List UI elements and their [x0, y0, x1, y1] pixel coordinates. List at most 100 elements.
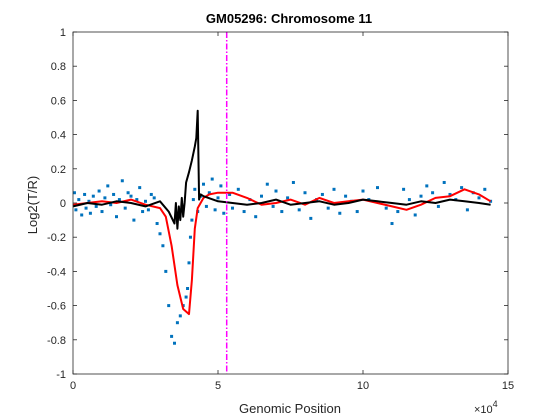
- data-point: [413, 213, 417, 217]
- data-point: [338, 211, 342, 215]
- data-point: [419, 194, 423, 198]
- data-point: [242, 210, 246, 214]
- data-point: [129, 194, 133, 198]
- y-tick-label: 0.2: [51, 164, 66, 176]
- y-tick-label: 0.4: [51, 130, 66, 142]
- data-point: [265, 182, 269, 186]
- data-point: [332, 187, 336, 191]
- data-point: [390, 222, 394, 226]
- data-point: [291, 180, 295, 184]
- x-tick-label: 15: [502, 380, 514, 392]
- axes: 0 5 10 15 -1 -0.8 -0.6 -0.4 -0.2 0 0.2 0.4 0.6 0.8 1: [47, 27, 514, 392]
- data-point: [146, 208, 150, 212]
- data-point: [326, 206, 330, 210]
- data-point: [344, 194, 348, 198]
- data-point: [376, 186, 379, 190]
- data-point: [384, 206, 388, 210]
- data-point: [222, 211, 226, 215]
- data-point: [123, 206, 127, 210]
- x-exponent-power: 4: [493, 399, 498, 409]
- y-tick-label: 0: [60, 198, 66, 210]
- x-exponent-base: ×10: [474, 404, 493, 416]
- x-tick-label: 5: [215, 380, 221, 392]
- data-point: [193, 187, 197, 191]
- y-tick-label: 0.8: [51, 61, 66, 73]
- data-point: [231, 206, 234, 210]
- data-point: [138, 186, 142, 190]
- chart-title: GM05296: Chromosome 11: [206, 11, 372, 26]
- data-point: [465, 208, 469, 212]
- data-point: [106, 184, 110, 188]
- data-point: [97, 189, 101, 193]
- data-point: [236, 187, 240, 191]
- data-point: [120, 179, 124, 183]
- data-point: [74, 208, 78, 212]
- data-point: [144, 199, 147, 203]
- data-point: [260, 194, 263, 198]
- data-point: [460, 186, 464, 190]
- data-point: [173, 341, 176, 345]
- data-point: [112, 192, 116, 196]
- data-point: [190, 218, 194, 222]
- data-point: [87, 199, 91, 203]
- data-point: [94, 204, 98, 208]
- data-point: [442, 180, 446, 184]
- data-point: [274, 189, 278, 193]
- data-point: [309, 216, 313, 220]
- data-point: [155, 222, 159, 226]
- data-point: [141, 210, 145, 214]
- x-tick-label: 10: [357, 380, 369, 392]
- data-point: [191, 198, 195, 202]
- x-axis-title: Genomic Position: [239, 401, 341, 416]
- data-point: [188, 235, 192, 239]
- y-axis-title: Log2(T/R): [25, 176, 40, 235]
- data-point: [152, 196, 156, 200]
- data-point: [187, 261, 191, 265]
- data-point: [77, 198, 81, 202]
- data-point: [216, 196, 220, 200]
- data-point: [219, 184, 223, 188]
- data-point: [167, 304, 171, 308]
- data-point: [80, 213, 84, 217]
- data-point: [483, 187, 487, 191]
- segment-line: [72, 109, 491, 230]
- data-point: [184, 295, 188, 299]
- y-tick-label: -0.2: [47, 232, 66, 244]
- data-point: [170, 334, 174, 338]
- data-point: [149, 192, 153, 196]
- x-tick-label: 0: [70, 380, 76, 392]
- data-point: [297, 208, 301, 212]
- data-point: [109, 203, 113, 207]
- data-point: [213, 208, 217, 212]
- data-point: [286, 196, 290, 200]
- data-point: [228, 192, 232, 196]
- data-point: [117, 198, 121, 202]
- data-point: [72, 191, 76, 195]
- y-tick-label: 0.6: [51, 95, 66, 107]
- data-point: [355, 210, 359, 214]
- data-point: [91, 194, 95, 198]
- y-tick-label: -1: [56, 369, 66, 381]
- data-point: [103, 196, 107, 200]
- data-point: [280, 210, 284, 214]
- data-point: [126, 191, 130, 195]
- y-tick-label: -0.8: [47, 335, 66, 347]
- data-point: [407, 198, 411, 202]
- data-point: [161, 244, 165, 248]
- data-point: [361, 189, 365, 193]
- data-point: [396, 210, 400, 214]
- data-point: [135, 198, 139, 202]
- data-point: [210, 177, 214, 181]
- data-point: [158, 232, 162, 236]
- data-point: [477, 196, 481, 200]
- data-point: [431, 191, 435, 195]
- data-point: [202, 182, 205, 186]
- data-point: [207, 191, 211, 195]
- data-point: [186, 287, 190, 290]
- data-point: [254, 215, 258, 219]
- data-point: [164, 269, 168, 273]
- data-point: [83, 192, 87, 196]
- data-point: [320, 192, 324, 196]
- data-point: [178, 314, 182, 318]
